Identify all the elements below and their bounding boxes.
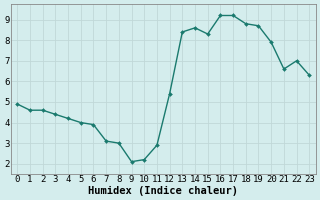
X-axis label: Humidex (Indice chaleur): Humidex (Indice chaleur) [88, 186, 238, 196]
